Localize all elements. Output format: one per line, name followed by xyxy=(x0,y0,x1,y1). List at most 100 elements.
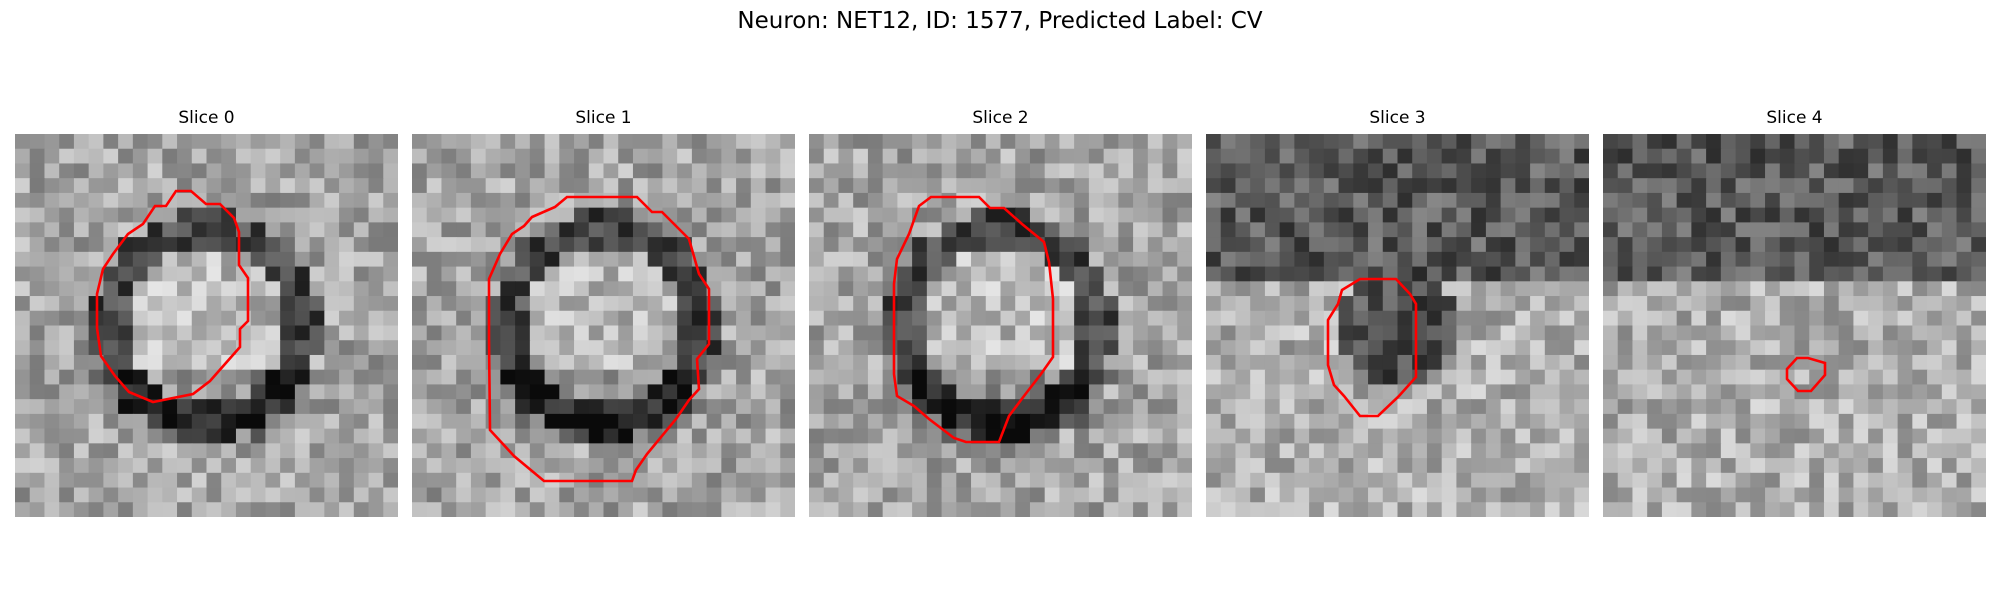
pixel xyxy=(1720,163,1737,179)
pixel xyxy=(618,354,634,371)
pixel xyxy=(1485,340,1502,356)
pixel xyxy=(1088,369,1105,386)
pixel xyxy=(809,487,825,503)
pixel xyxy=(1544,443,1561,459)
pixel xyxy=(1897,237,1913,253)
pixel xyxy=(441,266,457,282)
pixel xyxy=(529,502,546,517)
pixel xyxy=(1029,178,1046,194)
pixel xyxy=(706,369,722,386)
pixel xyxy=(515,281,531,297)
pixel xyxy=(1823,266,1840,282)
pixel xyxy=(1074,458,1090,474)
pixel xyxy=(1059,192,1075,209)
pixel xyxy=(1691,472,1707,489)
pixel xyxy=(1074,134,1090,150)
pixel xyxy=(515,413,531,430)
pixel xyxy=(1235,325,1251,341)
pixel xyxy=(1264,178,1281,194)
pixel xyxy=(971,134,987,150)
pixel xyxy=(29,281,46,297)
pixel xyxy=(1235,458,1251,474)
pixel xyxy=(1897,399,1913,415)
pixel xyxy=(897,266,913,282)
slice-panel-4: Slice 4 xyxy=(1603,108,1986,517)
pixel xyxy=(1426,354,1443,371)
pixel xyxy=(1544,472,1561,489)
pixel xyxy=(44,237,60,253)
pixel xyxy=(1323,325,1340,341)
pixel xyxy=(470,296,487,312)
pixel xyxy=(1441,134,1458,150)
pixel xyxy=(1574,502,1589,517)
pixel xyxy=(15,134,31,150)
pixel xyxy=(353,413,370,430)
pixel xyxy=(1118,428,1134,444)
pixel xyxy=(280,502,296,517)
pixel xyxy=(809,413,825,430)
pixel xyxy=(647,413,664,430)
pixel xyxy=(1309,281,1325,297)
pixel xyxy=(1617,502,1634,517)
pixel xyxy=(470,207,487,223)
pixel xyxy=(1147,148,1164,165)
pixel xyxy=(1397,369,1413,386)
pixel xyxy=(162,148,178,165)
pixel xyxy=(823,502,840,517)
pixel xyxy=(1765,325,1781,341)
pixel xyxy=(662,472,678,489)
pixel xyxy=(1720,251,1737,268)
pixel xyxy=(1368,340,1384,356)
pixel xyxy=(1235,443,1251,459)
pixel xyxy=(1853,487,1869,503)
pixel xyxy=(1426,443,1443,459)
pixel xyxy=(677,134,693,150)
slice-title-2: Slice 2 xyxy=(972,108,1029,128)
pixel xyxy=(1456,192,1472,209)
pixel xyxy=(1382,487,1399,503)
pixel xyxy=(882,237,898,253)
pixel xyxy=(1853,192,1869,209)
pixel xyxy=(1647,354,1663,371)
pixel xyxy=(1691,148,1707,165)
pixel xyxy=(1706,413,1722,430)
pixel xyxy=(162,428,178,444)
pixel xyxy=(1177,266,1192,282)
pixel xyxy=(765,502,781,517)
pixel xyxy=(662,502,678,517)
pixel xyxy=(1044,266,1061,282)
pixel xyxy=(294,222,311,238)
pixel xyxy=(191,413,208,430)
pixel xyxy=(1515,354,1531,371)
pixel xyxy=(1074,163,1090,179)
pixel xyxy=(280,487,296,503)
pixel xyxy=(1544,163,1561,179)
pixel xyxy=(1559,148,1575,165)
pixel xyxy=(15,310,31,327)
pixel xyxy=(1118,399,1134,415)
pixel xyxy=(897,443,913,459)
pixel xyxy=(941,178,957,194)
pixel xyxy=(59,163,75,179)
pixel xyxy=(324,354,340,371)
pixel xyxy=(721,428,737,444)
pixel xyxy=(780,399,795,415)
pixel xyxy=(1603,251,1619,268)
pixel xyxy=(647,354,664,371)
pixel xyxy=(985,487,1002,503)
pixel xyxy=(1735,399,1751,415)
pixel xyxy=(559,251,575,268)
pixel xyxy=(780,310,795,327)
pixel xyxy=(1456,178,1472,194)
pixel xyxy=(1471,443,1487,459)
pixel xyxy=(529,310,546,327)
pixel xyxy=(1485,148,1502,165)
pixel xyxy=(1382,192,1399,209)
pixel xyxy=(1574,148,1589,165)
pixel xyxy=(1323,340,1340,356)
pixel xyxy=(941,222,957,238)
pixel xyxy=(383,369,398,386)
pixel xyxy=(912,251,928,268)
pixel xyxy=(1912,428,1928,444)
pixel xyxy=(177,413,193,430)
